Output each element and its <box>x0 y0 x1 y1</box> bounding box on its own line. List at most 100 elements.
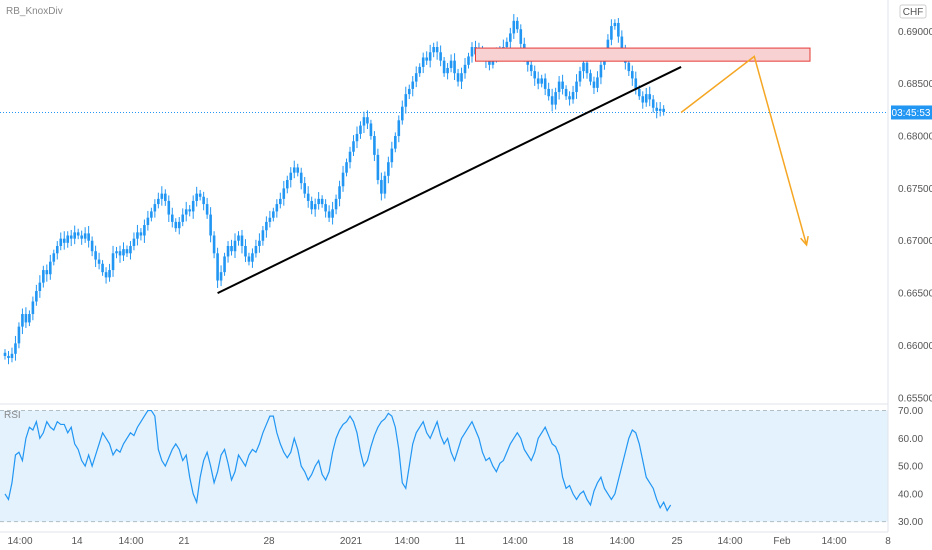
candle <box>631 65 634 86</box>
candle-body <box>101 263 104 273</box>
candle-body <box>456 73 460 82</box>
candle <box>547 82 550 101</box>
candle <box>101 260 104 276</box>
candle-body <box>198 193 202 197</box>
candle-body <box>400 106 404 121</box>
candle <box>292 160 296 179</box>
candle <box>644 87 648 107</box>
candle <box>237 231 240 246</box>
candle-body <box>251 253 254 262</box>
candle <box>456 68 460 87</box>
candle-body <box>453 60 456 74</box>
candle <box>568 91 571 106</box>
candle <box>195 186 198 207</box>
candle <box>170 207 174 228</box>
candle <box>519 24 523 51</box>
candle <box>104 267 108 284</box>
candle-body <box>355 133 359 142</box>
candle <box>125 245 129 257</box>
candle <box>258 233 261 253</box>
candle <box>272 207 275 222</box>
candle-body <box>540 78 543 84</box>
candle-body <box>258 240 261 246</box>
candle-body <box>14 343 17 354</box>
candle <box>338 180 341 207</box>
candle-body <box>87 233 90 241</box>
candle-body <box>571 92 575 100</box>
candle <box>352 135 355 157</box>
candle-body <box>310 200 313 210</box>
candle <box>648 86 652 107</box>
candle <box>205 197 209 219</box>
candle-body <box>362 117 366 126</box>
candle-body <box>651 99 655 108</box>
time-tick-label: 18 <box>562 536 574 547</box>
candle-body <box>230 245 233 252</box>
rsi-tick-label: 70.00 <box>898 406 923 417</box>
candle-body <box>376 154 380 181</box>
candle-body <box>136 232 139 239</box>
candle-body <box>272 211 275 218</box>
trendline[interactable] <box>217 66 682 294</box>
candle-body <box>28 314 31 323</box>
resistance-zone[interactable] <box>474 47 811 62</box>
candle <box>202 191 205 211</box>
candle <box>470 42 474 63</box>
candle-body <box>397 120 401 137</box>
candle-body <box>407 88 411 95</box>
candle <box>35 284 38 306</box>
candle <box>226 241 230 263</box>
candle <box>76 228 80 240</box>
candle-body <box>122 249 125 256</box>
candle-body <box>596 77 599 88</box>
candle <box>355 126 359 149</box>
rsi-band <box>0 410 888 522</box>
candle <box>160 186 164 206</box>
candle <box>449 54 453 73</box>
candle-body <box>631 71 634 79</box>
candle-body <box>348 151 352 163</box>
candle <box>122 242 125 261</box>
currency-badge[interactable]: CHF <box>899 4 927 19</box>
price-tick-label: 0.67000 <box>898 236 932 247</box>
candle-body <box>585 62 589 74</box>
candle-body <box>425 57 428 61</box>
candle <box>275 199 279 218</box>
candle-body <box>610 26 613 40</box>
candle-body <box>613 22 617 27</box>
candle <box>59 232 63 251</box>
candle <box>118 245 122 263</box>
candle-body <box>550 96 554 105</box>
price-tick-label: 0.66500 <box>898 289 932 300</box>
candle <box>446 63 449 80</box>
candle <box>561 74 564 95</box>
candle-body <box>282 188 286 199</box>
candle-body <box>564 88 568 97</box>
candle <box>261 225 265 246</box>
candle-body <box>317 198 320 205</box>
candle-body <box>209 214 212 236</box>
candle-body <box>94 251 97 260</box>
candle-body <box>387 162 390 176</box>
candle <box>296 163 300 177</box>
candle-body <box>97 259 101 264</box>
candle-body <box>24 314 28 323</box>
projection-arrow[interactable] <box>680 55 808 246</box>
candle-body <box>512 20 516 34</box>
candle-body <box>49 261 52 275</box>
time-tick-label: 14:00 <box>118 536 143 547</box>
candle <box>651 95 655 113</box>
candle <box>62 231 66 250</box>
candle <box>533 65 537 86</box>
candle <box>7 351 10 365</box>
projection-arrowhead <box>800 235 809 247</box>
candle <box>404 86 408 114</box>
candle <box>153 199 157 218</box>
candle <box>317 192 320 210</box>
candle <box>150 207 153 222</box>
candle-body <box>21 314 24 327</box>
time-tick-label: 14 <box>71 536 83 547</box>
candle <box>571 85 575 104</box>
candle <box>240 229 244 254</box>
candle <box>662 105 665 116</box>
